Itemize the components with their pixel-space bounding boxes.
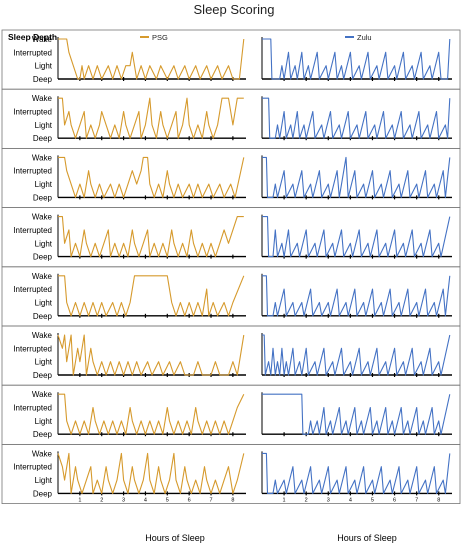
psg-x-tick-label-8: 8 [231,497,234,503]
night-panel-4: Deep Light Interrupted Wake [1,207,461,268]
psg-series-line-night-3 [58,156,245,198]
y-tick-label-wake: Wake [32,272,53,281]
y-tick-label-wake: Wake [32,94,53,103]
zulu-x-tick-label-5: 5 [371,497,374,503]
psg-x-tick-label-7: 7 [209,497,212,503]
night-panel-8: Deep Light Interrupted Wake 1 2 3 4 5 6 7 8 1 2 3 4 5 6 7 8 [1,443,461,504]
zulu-series-line-night-6 [262,334,451,376]
psg-x-tick-label-2: 2 [100,497,103,503]
y-tick-label-light: Light [35,298,53,307]
y-tick-label-interrupted: Interrupted [13,108,52,117]
y-axis-title: Sleep Depth [8,32,57,42]
night-panel-1: Deep Light Interrupted Wake [1,29,461,90]
y-tick-label-interrupted: Interrupted [13,167,52,176]
y-tick-label-deep: Deep [33,489,53,498]
y-tick-label-wake: Wake [32,449,53,458]
x-axis-title-zulu: Hours of Sleep [337,533,397,543]
psg-x-tick-label-6: 6 [188,497,191,503]
psg-series-line-night-2 [58,97,244,139]
psg-series-line-night-8 [57,452,245,494]
y-tick-label-light: Light [35,62,53,71]
zulu-series-line-night-8 [262,452,451,494]
zulu-x-tick-label-1: 1 [283,497,286,503]
y-tick-label-deep: Deep [33,75,53,84]
y-tick-label-light: Light [35,239,53,248]
legend-label-zulu: Zulu [357,33,372,42]
y-tick-label-wake: Wake [32,35,53,44]
panel-frame [1,443,461,504]
zulu-series-line-night-5 [262,275,451,317]
psg-x-tick-label-5: 5 [166,497,169,503]
night-panel-6: Deep Light Interrupted Wake [1,325,461,386]
panels: Deep Light Interrupted Wake Deep Light Interru… [1,29,461,504]
night-panel-3: Deep Light Interrupted Wake [1,147,461,208]
y-tick-label-light: Light [35,121,53,130]
y-tick-label-light: Light [35,180,53,189]
y-tick-label-deep: Deep [33,253,53,262]
zulu-series-line-night-1 [262,38,451,80]
zulu-x-tick-label-4: 4 [349,497,352,503]
zulu-x-tick-label-8: 8 [437,497,440,503]
legend-label-psg: PSG [152,33,168,42]
psg-series-line-night-1 [58,38,245,80]
y-tick-label-deep: Deep [33,312,53,321]
zulu-series-line-night-3 [262,156,451,198]
y-tick-label-deep: Deep [33,134,53,143]
y-tick-label-wake: Wake [32,390,53,399]
y-tick-label-deep: Deep [33,430,53,439]
zulu-series-line-night-4 [262,216,451,258]
psg-x-tick-label-3: 3 [122,497,125,503]
night-panel-5: Deep Light Interrupted Wake [1,266,461,327]
zulu-x-tick-label-2: 2 [305,497,308,503]
y-tick-label-deep: Deep [33,371,53,380]
y-tick-label-interrupted: Interrupted [13,48,52,57]
zulu-series-line-night-2 [262,97,451,139]
legend: PSG Zulu [140,33,372,42]
psg-series-line-night-6 [57,334,245,376]
y-tick-label-interrupted: Interrupted [13,404,52,413]
zulu-x-tick-label-6: 6 [393,497,396,503]
y-tick-label-wake: Wake [32,213,53,222]
night-panel-7: Deep Light Interrupted Wake [1,384,461,445]
psg-series-line-night-5 [58,275,245,317]
y-tick-label-interrupted: Interrupted [13,344,52,353]
x-axis-title-psg: Hours of Sleep [145,533,205,543]
y-tick-label-wake: Wake [32,331,53,340]
psg-series-line-night-4 [58,216,244,258]
y-tick-label-deep: Deep [33,193,53,202]
psg-series-line-night-7 [58,393,245,435]
y-tick-label-interrupted: Interrupted [13,463,52,472]
y-tick-label-light: Light [35,358,53,367]
y-tick-label-interrupted: Interrupted [13,226,52,235]
y-tick-label-light: Light [35,417,53,426]
zulu-series-line-night-7 [262,393,451,435]
y-tick-label-interrupted: Interrupted [13,285,52,294]
night-panel-2: Deep Light Interrupted Wake [1,88,461,149]
chart-title: Sleep Scoring [194,2,275,17]
y-tick-label-wake: Wake [32,153,53,162]
zulu-x-tick-label-3: 3 [327,497,330,503]
psg-x-tick-label-1: 1 [78,497,81,503]
psg-x-tick-label-4: 4 [144,497,147,503]
y-tick-label-light: Light [35,476,53,485]
zulu-x-tick-label-7: 7 [415,497,418,503]
